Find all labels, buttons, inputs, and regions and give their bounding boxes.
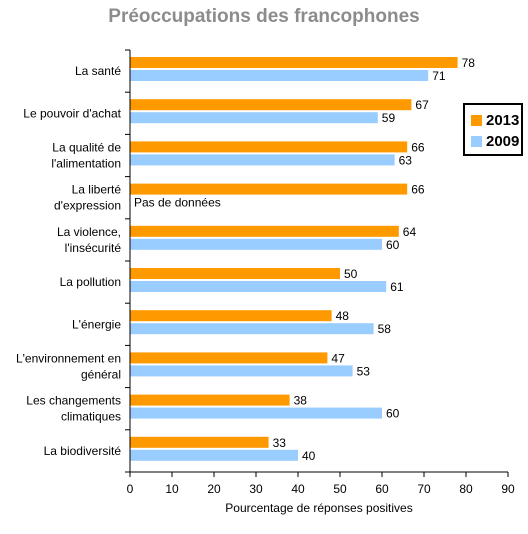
data-label-2009-4: 60 <box>386 238 400 252</box>
legend-item-2009: 2009 <box>471 132 519 150</box>
legend: 2013 2009 <box>463 103 523 156</box>
data-label-2009-7: 53 <box>357 364 371 378</box>
missing-data-label: Pas de données <box>134 196 221 210</box>
data-label-2013-1: 67 <box>415 98 429 112</box>
bar-2009-7 <box>130 365 353 377</box>
bars-layer <box>130 57 458 461</box>
x-tick-label-40: 40 <box>291 482 305 496</box>
data-label-2009-1: 59 <box>382 111 396 125</box>
bar-2013-6 <box>130 310 332 322</box>
axes-layer <box>125 49 509 477</box>
bar-2013-2 <box>130 141 408 153</box>
legend-swatch-2009 <box>471 135 482 147</box>
data-label-2013-0: 78 <box>462 56 476 70</box>
category-label-9: La biodiversité <box>44 444 122 458</box>
bar-2013-1 <box>130 99 412 111</box>
data-label-2013-4: 64 <box>403 225 417 239</box>
x-tick-label-20: 20 <box>207 482 221 496</box>
legend-label-2009: 2009 <box>486 132 520 150</box>
x-tick-label-90: 90 <box>501 482 515 496</box>
x-tick-label-10: 10 <box>165 482 179 496</box>
bar-2009-6 <box>130 323 374 335</box>
chart-title: Préoccupations des francophones <box>108 6 420 27</box>
data-label-2013-6: 48 <box>336 309 350 323</box>
data-label-2009-8: 60 <box>386 407 400 421</box>
legend-label-2013: 2013 <box>486 111 520 129</box>
category-label-3: La liberté d'expression <box>54 183 121 213</box>
x-tick-label-70: 70 <box>417 482 431 496</box>
bar-2013-9 <box>130 436 269 448</box>
bar-2013-7 <box>130 352 328 364</box>
data-label-2009-2: 63 <box>399 153 413 167</box>
category-label-7: L'environnement en général <box>16 352 121 382</box>
x-axis-label: Pourcentage de réponses positives <box>225 501 412 515</box>
x-tick-label-30: 30 <box>249 482 263 496</box>
bar-2013-3 <box>130 183 408 195</box>
data-label-2013-5: 50 <box>344 267 358 281</box>
bar-2009-8 <box>130 407 382 419</box>
data-label-2013-7: 47 <box>331 351 345 365</box>
legend-swatch-2013 <box>471 114 482 126</box>
bar-2013-8 <box>130 394 290 406</box>
x-tick-label-60: 60 <box>375 482 389 496</box>
x-tick-label-80: 80 <box>459 482 473 496</box>
bar-2013-4 <box>130 225 399 237</box>
data-label-2009-5: 61 <box>390 280 404 294</box>
category-label-1: Le pouvoir d'achat <box>23 106 121 120</box>
data-label-2013-3: 66 <box>411 183 425 197</box>
x-tick-label-0: 0 <box>127 482 134 496</box>
category-label-8: Les changements climatiques <box>26 394 121 424</box>
bar-2009-1 <box>130 112 378 124</box>
category-label-4: La violence, l'insécurité <box>57 225 121 255</box>
bar-2013-5 <box>130 268 340 279</box>
data-label-2009-6: 58 <box>378 322 392 336</box>
bar-2009-2 <box>130 154 395 166</box>
bar-2009-0 <box>130 70 429 81</box>
data-label-2009-0: 71 <box>432 69 446 83</box>
data-label-2013-2: 66 <box>411 140 425 154</box>
bar-2013-0 <box>130 57 458 68</box>
category-label-0: La santé <box>75 64 121 78</box>
data-label-2013-8: 38 <box>294 394 308 408</box>
bar-2009-9 <box>130 449 298 461</box>
bar-2009-4 <box>130 238 382 250</box>
category-label-2: La qualité de l'alimentation <box>51 141 121 171</box>
x-tick-label-50: 50 <box>333 482 347 496</box>
bar-2009-5 <box>130 281 387 292</box>
category-label-6: L'énergie <box>72 317 121 331</box>
legend-item-2013: 2013 <box>471 111 519 129</box>
data-label-2013-9: 33 <box>273 436 287 450</box>
data-label-2009-9: 40 <box>302 449 316 463</box>
category-label-5: La pollution <box>60 275 121 289</box>
